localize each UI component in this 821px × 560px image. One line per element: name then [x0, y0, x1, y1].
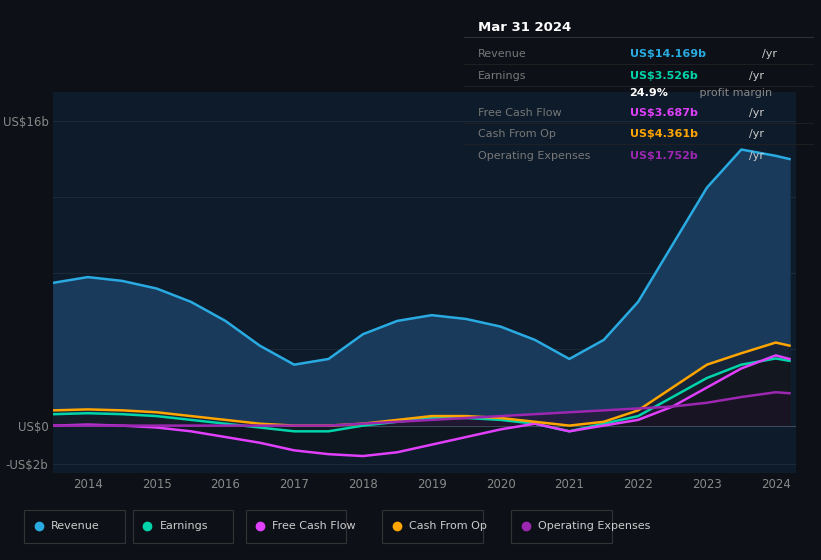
Text: Revenue: Revenue	[51, 521, 99, 531]
Text: Revenue: Revenue	[478, 49, 526, 59]
Text: profit margin: profit margin	[696, 88, 772, 98]
Text: Free Cash Flow: Free Cash Flow	[478, 108, 562, 118]
Text: US$4.361b: US$4.361b	[630, 129, 698, 139]
Text: 24.9%: 24.9%	[630, 88, 668, 98]
Text: Earnings: Earnings	[478, 72, 526, 82]
Bar	[383, 510, 483, 543]
Text: Free Cash Flow: Free Cash Flow	[272, 521, 355, 531]
Bar	[245, 510, 346, 543]
Text: US$3.526b: US$3.526b	[630, 72, 697, 82]
Text: Cash From Op: Cash From Op	[409, 521, 487, 531]
Text: US$14.169b: US$14.169b	[630, 49, 705, 59]
Text: US$1.752b: US$1.752b	[630, 151, 697, 161]
Bar	[133, 510, 233, 543]
Bar	[511, 510, 612, 543]
Text: Earnings: Earnings	[159, 521, 208, 531]
Text: US$3.687b: US$3.687b	[630, 108, 698, 118]
Text: /yr: /yr	[749, 151, 764, 161]
Text: /yr: /yr	[749, 72, 764, 82]
Text: /yr: /yr	[749, 129, 764, 139]
Text: /yr: /yr	[749, 108, 764, 118]
Text: /yr: /yr	[762, 49, 777, 59]
Text: Operating Expenses: Operating Expenses	[538, 521, 650, 531]
Bar	[25, 510, 125, 543]
Text: Cash From Op: Cash From Op	[478, 129, 556, 139]
Text: Operating Expenses: Operating Expenses	[478, 151, 590, 161]
Text: Mar 31 2024: Mar 31 2024	[478, 21, 571, 34]
